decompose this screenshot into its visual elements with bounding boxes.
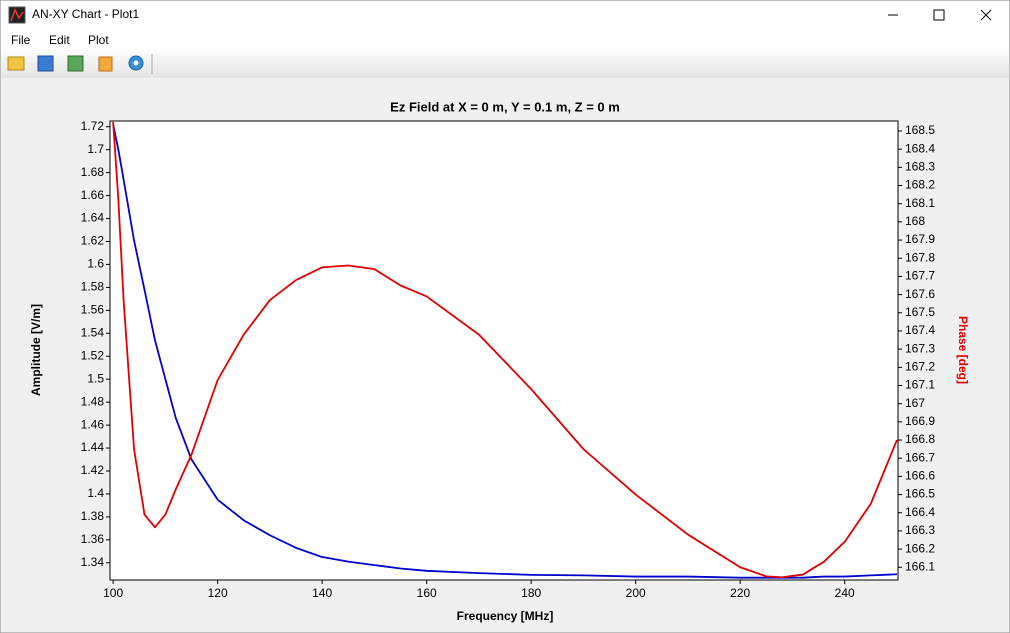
y2-tick-label: 166.3 (905, 523, 935, 537)
y2-tick-label: 168.4 (905, 141, 935, 155)
app-icon-graph (10, 8, 24, 22)
y-tick-label: 1.5 (87, 371, 104, 385)
y2-tick-label: 167.5 (905, 305, 935, 319)
y2-tick-label: 166.7 (905, 450, 935, 464)
y2-tick-label: 166.4 (905, 505, 935, 519)
y2-tick-label: 166.9 (905, 414, 935, 428)
y2-tick-label: 167.4 (905, 323, 935, 337)
y2-tick-label: 168 (905, 214, 925, 228)
y-tick-label: 1.36 (81, 532, 105, 546)
y2-tick-label: 166.8 (905, 432, 935, 446)
y-tick-label: 1.64 (81, 211, 105, 225)
y2-tick-label: 167.7 (905, 269, 935, 283)
y2-tick-label: 167.2 (905, 359, 935, 373)
y-axis-label: Amplitude [V/m] (29, 304, 43, 396)
menu-bar (1, 30, 1009, 50)
y-tick-label: 1.54 (81, 325, 105, 339)
y-tick-label: 1.56 (81, 303, 105, 317)
y2-tick-label: 167.3 (905, 341, 935, 355)
y2-tick-label: 166.6 (905, 469, 935, 483)
window-title: AN-XY Chart - Plot1 (32, 7, 139, 21)
y-tick-label: 1.52 (81, 348, 105, 362)
x-tick-label: 160 (417, 586, 437, 600)
x-tick-label: 220 (730, 586, 750, 600)
y-tick-label: 1.66 (81, 188, 105, 202)
settings-button-hole (133, 60, 139, 66)
data-line (112, 121, 898, 579)
save-button[interactable] (37, 55, 54, 72)
x-tick-label: 240 (835, 586, 855, 600)
y2-tick-label: 168.3 (905, 160, 935, 174)
y2-tick-label: 166.1 (905, 559, 935, 573)
y2-tick-label: 167.9 (905, 232, 935, 246)
y2-tick-label: 166.2 (905, 541, 935, 555)
y-tick-label: 1.42 (81, 463, 105, 477)
menu-item[interactable]: File (11, 33, 31, 47)
y-tick-label: 1.58 (81, 280, 105, 294)
maximize-button[interactable] (933, 9, 945, 21)
y2-tick-label: 166.5 (905, 487, 935, 501)
y-tick-label: 1.72 (81, 119, 105, 133)
close-button[interactable] (980, 9, 992, 21)
clipboard-button[interactable] (98, 56, 113, 72)
y2-tick-label: 167.6 (905, 287, 935, 301)
y-tick-label: 1.44 (81, 440, 105, 454)
y2-tick-label: 167.1 (905, 378, 935, 392)
menu-item[interactable]: Plot (88, 33, 109, 47)
y2-axis-label: Phase [deg] (956, 316, 970, 384)
y2-tick-label: 168.5 (905, 123, 935, 137)
y-tick-label: 1.6 (87, 257, 104, 271)
x-axis-label: Frequency [MHz] (457, 609, 554, 623)
y-tick-label: 1.68 (81, 165, 105, 179)
y2-tick-label: 167 (905, 396, 925, 410)
y2-tick-label: 168.2 (905, 178, 935, 192)
title-bar (1, 1, 1009, 30)
x-tick-label: 180 (521, 586, 541, 600)
y-tick-label: 1.7 (87, 142, 104, 156)
y-tick-label: 1.46 (81, 417, 105, 431)
y2-tick-label: 167.8 (905, 250, 935, 264)
toolbar (1, 50, 1009, 78)
x-tick-label: 140 (312, 586, 332, 600)
plot-area (109, 120, 899, 581)
x-tick-label: 100 (103, 586, 123, 600)
y2-tick-label: 168.1 (905, 196, 935, 210)
y-tick-label: 1.34 (81, 555, 105, 569)
export-button[interactable] (67, 55, 84, 72)
open-button[interactable] (7, 56, 25, 71)
x-tick-label: 200 (626, 586, 646, 600)
x-tick-label: 120 (208, 586, 228, 600)
y-tick-label: 1.4 (87, 486, 104, 500)
y-tick-label: 1.38 (81, 509, 105, 523)
menu-item[interactable]: Edit (49, 33, 70, 47)
chart-title: Ez Field at X = 0 m, Y = 0.1 m, Z = 0 m (390, 99, 620, 114)
y-tick-label: 1.48 (81, 394, 105, 408)
y-tick-label: 1.62 (81, 234, 105, 248)
